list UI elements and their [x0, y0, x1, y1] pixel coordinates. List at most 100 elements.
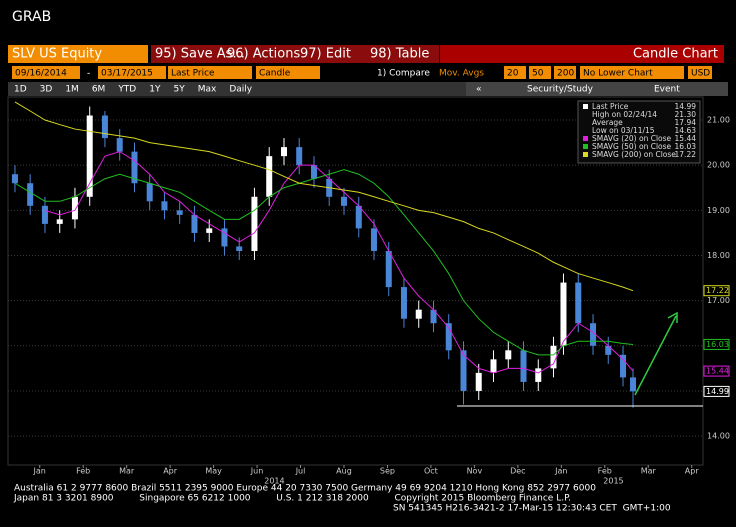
- candle-body: [385, 250, 392, 288]
- trend-arrow: [634, 311, 678, 396]
- year-label: 2015: [603, 477, 623, 486]
- candle-body: [191, 214, 198, 233]
- period: 50: [532, 69, 544, 79]
- period-box[interactable]: [529, 66, 551, 79]
- toolbar-button[interactable]: 96) Actions: [227, 47, 300, 62]
- candle-body: [221, 228, 228, 247]
- x-tick-label: Nov: [467, 467, 483, 476]
- candle-body: [11, 174, 18, 184]
- x-tick-label: Feb: [598, 467, 612, 476]
- range-button[interactable]: Max: [198, 85, 217, 95]
- price-tag: [703, 385, 730, 397]
- range-button[interactable]: 1M: [65, 85, 79, 95]
- candle-body: [131, 151, 138, 184]
- legend-label: Low on 03/11/15: [592, 126, 655, 135]
- toolbar-button[interactable]: 98) Table: [370, 47, 429, 62]
- range-button[interactable]: 5Y: [173, 85, 185, 95]
- candle-body: [590, 323, 597, 346]
- candle-body: [340, 196, 347, 206]
- candle-body: [161, 201, 168, 211]
- legend-label: Average: [592, 118, 623, 127]
- footer-line: SN 541345 H216-3421-2 17-Mar-15 12:30:43…: [393, 504, 671, 514]
- event-button[interactable]: Event: [654, 85, 680, 95]
- candle-body: [236, 246, 243, 251]
- security: SLV US Equity: [12, 47, 102, 62]
- candle-body: [116, 138, 123, 152]
- field: Last Price: [171, 69, 215, 79]
- toolbar-button[interactable]: 97) Edit: [300, 47, 351, 62]
- field-box[interactable]: [168, 66, 252, 79]
- x-tick-label: Mar: [641, 467, 657, 476]
- period-box[interactable]: [554, 66, 576, 79]
- x-tick-label: Jun: [250, 467, 264, 476]
- candle-body: [56, 219, 63, 224]
- moving-average: [44, 151, 634, 374]
- x-tick-label: Sep: [380, 467, 395, 476]
- price-tag-label: 14.99: [706, 387, 729, 396]
- legend-swatch: [583, 104, 588, 109]
- frequency[interactable]: Daily: [229, 85, 252, 95]
- currency-box[interactable]: [688, 66, 712, 79]
- candle-body: [505, 350, 512, 360]
- toolbar-button[interactable]: 95) Save As...: [155, 47, 245, 62]
- period: 200: [557, 69, 574, 79]
- candle-body: [71, 196, 78, 220]
- view-bar: [440, 45, 724, 63]
- study-bar: [466, 82, 728, 96]
- start-date-box[interactable]: [12, 66, 80, 79]
- candle-body: [27, 183, 34, 206]
- candle-body: [101, 115, 108, 139]
- legend-value: 14.99: [675, 102, 697, 111]
- legend-value: 17.22: [675, 150, 697, 159]
- period: 20: [507, 69, 519, 79]
- settings-row: 09/16/2014 - 03/17/2015 Last Price Candle 1) …: [12, 66, 712, 79]
- legend-value: 16.03: [675, 142, 697, 151]
- candle-body: [41, 205, 48, 224]
- candle-body: [355, 205, 362, 229]
- lower-chart-box[interactable]: [580, 66, 684, 79]
- mov-avgs: Mov. Avgs: [439, 69, 484, 79]
- start-date: 09/16/2014: [15, 69, 67, 79]
- candle-body: [430, 309, 437, 324]
- moving-average: [14, 169, 634, 356]
- range-button[interactable]: 3D: [40, 85, 53, 95]
- price-tag-label: 17.22: [706, 286, 729, 295]
- currency: USD: [691, 69, 710, 79]
- legend-swatch: [583, 136, 588, 141]
- range-button[interactable]: 1D: [14, 85, 27, 95]
- period-box[interactable]: [504, 66, 526, 79]
- candle-body: [575, 282, 582, 324]
- x-tick-label: Jul: [295, 467, 306, 476]
- candle-body: [146, 183, 153, 202]
- study-button[interactable]: Security/Study: [527, 85, 594, 95]
- range-button[interactable]: 6M: [92, 85, 106, 95]
- end-date-box[interactable]: [98, 66, 166, 79]
- y-tick-label: 14.00: [707, 432, 730, 441]
- style-box[interactable]: [256, 66, 320, 79]
- candle-body: [415, 309, 422, 319]
- candle-body: [475, 372, 482, 391]
- security-box[interactable]: [8, 45, 148, 63]
- legend-label: Last Price: [592, 102, 629, 111]
- nav-button[interactable]: «: [476, 85, 482, 95]
- legend-label: High on 02/24/14: [592, 110, 657, 119]
- candle-body: [370, 228, 377, 251]
- candle-body: [296, 147, 303, 166]
- x-tick-label: Dec: [510, 467, 525, 476]
- legend-label: SMAVG (20) on Close: [592, 134, 672, 143]
- candle-body: [490, 359, 497, 373]
- price-tag: [703, 285, 730, 297]
- legend-value: 17.94: [675, 118, 697, 127]
- x-tick-label: Apr: [163, 467, 178, 476]
- x-tick-label: Feb: [76, 467, 90, 476]
- x-tick-label: Oct: [424, 467, 438, 476]
- candle-body: [176, 210, 183, 215]
- legend-label: SMAVG (50) on Close: [592, 142, 672, 151]
- range-button[interactable]: YTD: [117, 85, 136, 95]
- x-tick-label: May: [205, 467, 222, 476]
- dash: -: [87, 69, 90, 79]
- price-tag-label: 16.03: [706, 340, 729, 349]
- candle-body: [605, 345, 612, 355]
- range-button[interactable]: 1Y: [149, 85, 161, 95]
- candle-body: [560, 282, 567, 346]
